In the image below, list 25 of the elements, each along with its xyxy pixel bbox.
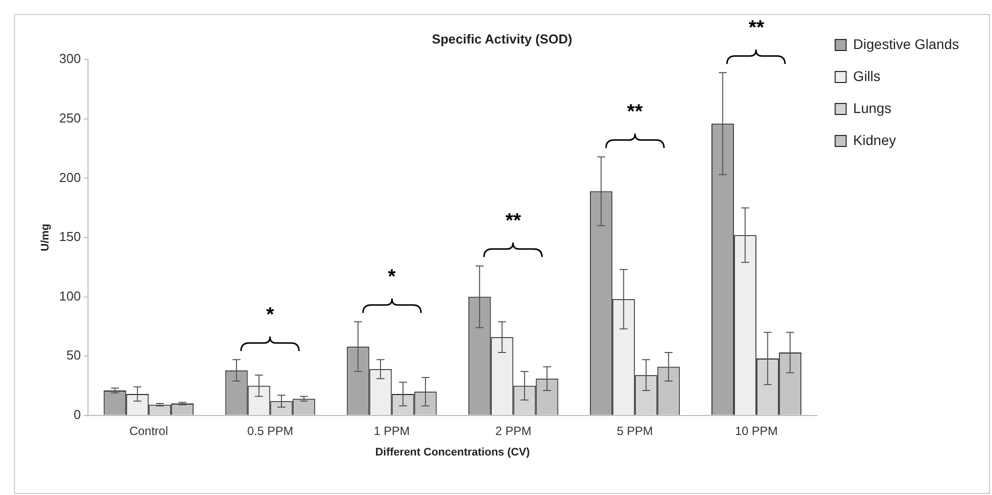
y-tick-label: 250 xyxy=(59,110,81,126)
annotation: ** xyxy=(626,100,644,123)
x-tick-label: 0.5 PPM xyxy=(247,424,294,438)
x-tick-label: 5 PPM xyxy=(616,424,653,438)
y-tick-label: 0 xyxy=(74,406,81,422)
x-tick-label: 2 PPM xyxy=(495,424,532,438)
x-tick-label: 1 PPM xyxy=(374,424,410,438)
legend-label: Lungs xyxy=(853,100,892,116)
legend-label: Gills xyxy=(853,68,880,84)
legend-label: Digestive Glands xyxy=(853,36,959,52)
annotation: * xyxy=(265,304,276,326)
y-tick-label: 200 xyxy=(59,170,81,185)
annotation: ** xyxy=(504,210,522,232)
annotation: * xyxy=(386,266,397,288)
x-tick-label: Control xyxy=(129,424,168,438)
legend-label: Kidney xyxy=(853,132,896,148)
y-axis-title: U/mg xyxy=(40,224,52,252)
y-tick-label: 300 xyxy=(59,51,81,66)
chart-title: Specific Activity (SOD) xyxy=(432,31,572,46)
text: ** xyxy=(748,16,766,39)
y-tick-label: 150 xyxy=(59,229,81,244)
y-tick-label: 50 xyxy=(66,348,81,363)
x-axis-title: Different Concentrations (CV) xyxy=(375,446,530,458)
x-tick-label: 10 PPM xyxy=(735,424,778,438)
y-tick-label: 100 xyxy=(59,288,81,304)
